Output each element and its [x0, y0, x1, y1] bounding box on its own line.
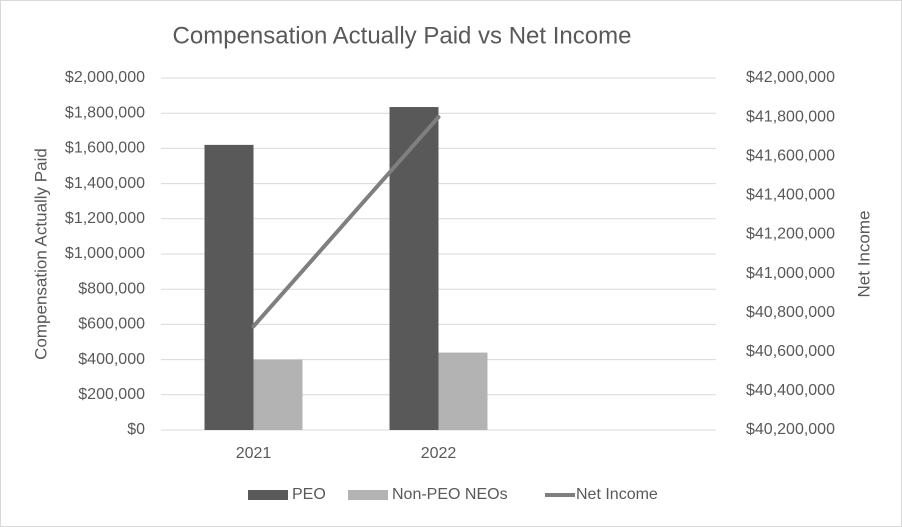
y-tick-label: $800,000: [78, 280, 145, 297]
chart-title: Compensation Actually Paid vs Net Income: [173, 22, 632, 49]
x-tick-label: 2021: [236, 445, 272, 462]
bar: [204, 144, 254, 430]
y-tick-label: $1,400,000: [65, 175, 145, 192]
legend-label: Net Income: [576, 486, 658, 503]
y2-tick-label: $42,000,000: [746, 69, 835, 86]
y-tick-label: $600,000: [78, 316, 145, 333]
y-tick-label: $400,000: [78, 351, 145, 368]
y2-tick-label: $41,000,000: [746, 265, 835, 282]
legend-swatch: [348, 490, 388, 500]
y-tick-label: $1,600,000: [65, 140, 145, 157]
bar: [389, 107, 439, 430]
y2-tick-label: $40,400,000: [746, 382, 835, 399]
legend-swatch: [248, 490, 288, 500]
x-tick-label: 2022: [421, 445, 457, 462]
bar: [438, 352, 488, 430]
y2-tick-label: $40,200,000: [746, 421, 835, 438]
y2-tick-label: $41,600,000: [746, 147, 835, 164]
y-tick-label: $0: [127, 421, 145, 438]
y-tick-label: $1,800,000: [65, 104, 145, 121]
bar: [253, 359, 303, 430]
y2-axis-title: Net Income: [854, 211, 873, 298]
y2-tick-label: $41,800,000: [746, 108, 835, 125]
y-tick-label: $1,200,000: [65, 210, 145, 227]
y-tick-label: $2,000,000: [65, 69, 145, 86]
y-tick-label: $1,000,000: [65, 245, 145, 262]
legend-label: Non-PEO NEOs: [392, 486, 508, 503]
y2-tick-label: $41,400,000: [746, 187, 835, 204]
y2-tick-label: $40,600,000: [746, 343, 835, 360]
y-axis-title: Compensation Actually Paid: [31, 148, 50, 360]
legend-label: PEO: [292, 486, 326, 503]
y2-tick-label: $41,200,000: [746, 226, 835, 243]
y-tick-label: $200,000: [78, 386, 145, 403]
line: [251, 115, 441, 329]
y2-tick-label: $40,800,000: [746, 304, 835, 321]
